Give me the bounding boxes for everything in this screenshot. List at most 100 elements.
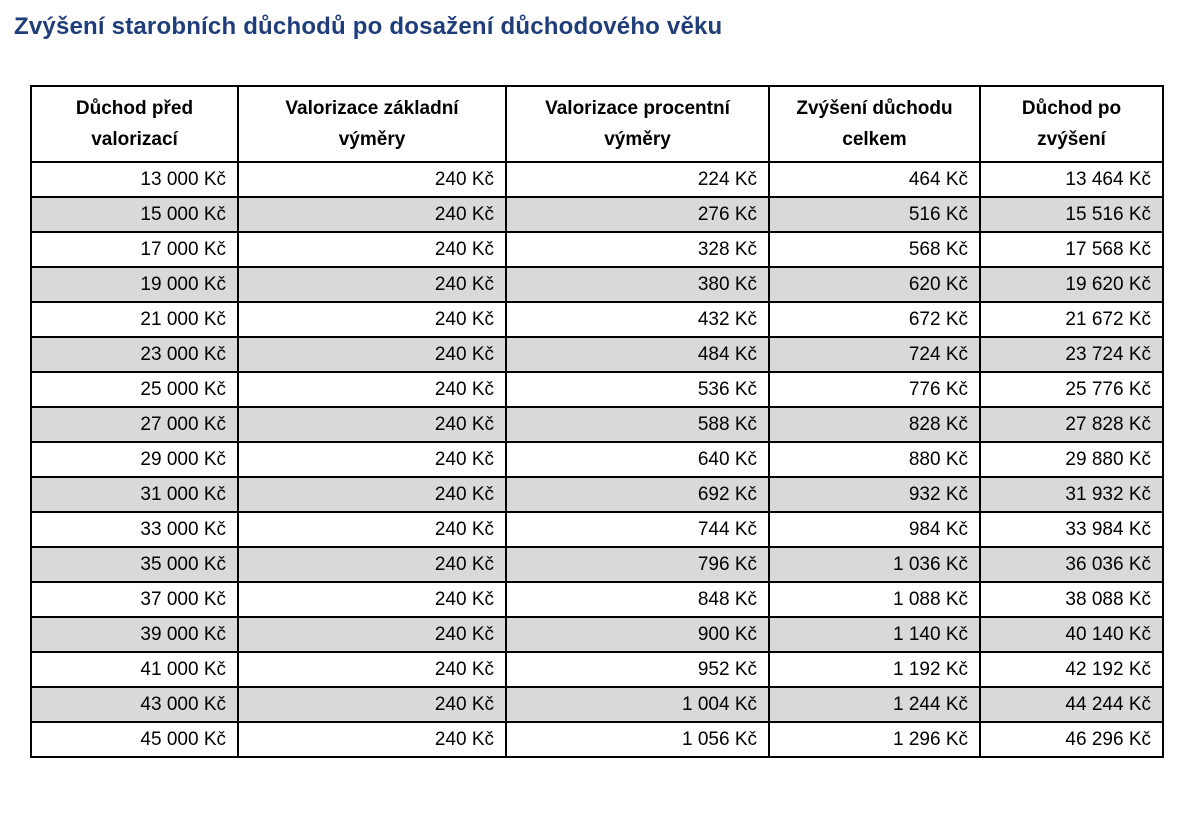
table-cell: 1 244 Kč [768, 686, 981, 723]
table-cell: 240 Kč [237, 161, 507, 198]
table-cell: 432 Kč [505, 301, 770, 338]
table-cell: 952 Kč [505, 651, 770, 688]
table-cell: 240 Kč [237, 511, 507, 548]
pension-valorization-table: Důchod před valorizací Valorizace základ… [30, 85, 1164, 758]
table-cell: 41 000 Kč [30, 651, 239, 688]
column-header-pension-after: Důchod po zvýšení [979, 85, 1164, 163]
table-cell: 240 Kč [237, 476, 507, 513]
table-cell: 37 000 Kč [30, 581, 239, 618]
table-cell: 932 Kč [768, 476, 981, 513]
table-cell: 44 244 Kč [979, 686, 1164, 723]
table-cell: 27 828 Kč [979, 406, 1164, 443]
table-row: 23 000 Kč 240 Kč 484 Kč 724 Kč 23 724 Kč [30, 336, 1164, 373]
table-cell: 19 000 Kč [30, 266, 239, 303]
table-cell: 880 Kč [768, 441, 981, 478]
table-cell: 15 000 Kč [30, 196, 239, 233]
table-cell: 1 036 Kč [768, 546, 981, 583]
table-cell: 25 776 Kč [979, 371, 1164, 408]
table-cell: 240 Kč [237, 686, 507, 723]
table-header-row: Důchod před valorizací Valorizace základ… [30, 85, 1164, 163]
table-row: 43 000 Kč 240 Kč 1 004 Kč 1 244 Kč 44 244 Kč [30, 686, 1164, 723]
table-cell: 43 000 Kč [30, 686, 239, 723]
page-title: Zvýšení starobních důchodů po dosažení d… [14, 13, 723, 40]
column-header-percent-valorization: Valorizace procentní výměry [505, 85, 770, 163]
table-cell: 240 Kč [237, 231, 507, 268]
table-cell: 536 Kč [505, 371, 770, 408]
table-cell: 1 140 Kč [768, 616, 981, 653]
table-row: 27 000 Kč 240 Kč 588 Kč 828 Kč 27 828 Kč [30, 406, 1164, 443]
table-cell: 35 000 Kč [30, 546, 239, 583]
table-row: 37 000 Kč 240 Kč 848 Kč 1 088 Kč 38 088 Kč [30, 581, 1164, 618]
table-row: 25 000 Kč 240 Kč 536 Kč 776 Kč 25 776 Kč [30, 371, 1164, 408]
table-cell: 900 Kč [505, 616, 770, 653]
table-row: 41 000 Kč 240 Kč 952 Kč 1 192 Kč 42 192 Kč [30, 651, 1164, 688]
table-cell: 45 000 Kč [30, 721, 239, 758]
table-cell: 42 192 Kč [979, 651, 1164, 688]
table-cell: 240 Kč [237, 266, 507, 303]
table-cell: 640 Kč [505, 441, 770, 478]
table-cell: 776 Kč [768, 371, 981, 408]
table-row: 39 000 Kč 240 Kč 900 Kč 1 140 Kč 40 140 Kč [30, 616, 1164, 653]
table-cell: 240 Kč [237, 651, 507, 688]
table-cell: 224 Kč [505, 161, 770, 198]
table-cell: 33 984 Kč [979, 511, 1164, 548]
table-cell: 724 Kč [768, 336, 981, 373]
table-row: 45 000 Kč 240 Kč 1 056 Kč 1 296 Kč 46 296 Kč [30, 721, 1164, 758]
table-cell: 464 Kč [768, 161, 981, 198]
table-cell: 23 000 Kč [30, 336, 239, 373]
table-cell: 240 Kč [237, 546, 507, 583]
table-cell: 25 000 Kč [30, 371, 239, 408]
table-cell: 21 672 Kč [979, 301, 1164, 338]
table-cell: 29 000 Kč [30, 441, 239, 478]
table-cell: 1 296 Kč [768, 721, 981, 758]
table-cell: 38 088 Kč [979, 581, 1164, 618]
table-cell: 240 Kč [237, 301, 507, 338]
table-cell: 17 568 Kč [979, 231, 1164, 268]
table-cell: 984 Kč [768, 511, 981, 548]
table-cell: 240 Kč [237, 336, 507, 373]
table-cell: 33 000 Kč [30, 511, 239, 548]
column-header-pension-before: Důchod před valorizací [30, 85, 239, 163]
table-cell: 276 Kč [505, 196, 770, 233]
table-cell: 240 Kč [237, 371, 507, 408]
table-cell: 39 000 Kč [30, 616, 239, 653]
table-cell: 31 000 Kč [30, 476, 239, 513]
table-cell: 19 620 Kč [979, 266, 1164, 303]
table-cell: 1 056 Kč [505, 721, 770, 758]
table-row: 19 000 Kč 240 Kč 380 Kč 620 Kč 19 620 Kč [30, 266, 1164, 303]
table-cell: 588 Kč [505, 406, 770, 443]
table-cell: 46 296 Kč [979, 721, 1164, 758]
table-cell: 29 880 Kč [979, 441, 1164, 478]
column-header-base-valorization: Valorizace základní výměry [237, 85, 507, 163]
table-cell: 31 932 Kč [979, 476, 1164, 513]
table-row: 33 000 Kč 240 Kč 744 Kč 984 Kč 33 984 Kč [30, 511, 1164, 548]
column-header-total-increase: Zvýšení důchodu celkem [768, 85, 981, 163]
table-row: 29 000 Kč 240 Kč 640 Kč 880 Kč 29 880 Kč [30, 441, 1164, 478]
table-cell: 240 Kč [237, 441, 507, 478]
table-cell: 672 Kč [768, 301, 981, 338]
table-row: 13 000 Kč 240 Kč 224 Kč 464 Kč 13 464 Kč [30, 161, 1164, 198]
table-cell: 36 036 Kč [979, 546, 1164, 583]
table-cell: 240 Kč [237, 721, 507, 758]
table-row: 21 000 Kč 240 Kč 432 Kč 672 Kč 21 672 Kč [30, 301, 1164, 338]
table-cell: 15 516 Kč [979, 196, 1164, 233]
table-cell: 796 Kč [505, 546, 770, 583]
table-cell: 328 Kč [505, 231, 770, 268]
table-cell: 744 Kč [505, 511, 770, 548]
table-cell: 620 Kč [768, 266, 981, 303]
table-cell: 21 000 Kč [30, 301, 239, 338]
table-row: 35 000 Kč 240 Kč 796 Kč 1 036 Kč 36 036 Kč [30, 546, 1164, 583]
table-cell: 1 088 Kč [768, 581, 981, 618]
table-cell: 13 464 Kč [979, 161, 1164, 198]
table-cell: 1 004 Kč [505, 686, 770, 723]
table-row: 17 000 Kč 240 Kč 328 Kč 568 Kč 17 568 Kč [30, 231, 1164, 268]
table-cell: 23 724 Kč [979, 336, 1164, 373]
table-cell: 380 Kč [505, 266, 770, 303]
table-cell: 240 Kč [237, 196, 507, 233]
table-cell: 240 Kč [237, 616, 507, 653]
table-cell: 13 000 Kč [30, 161, 239, 198]
table-row: 31 000 Kč 240 Kč 692 Kč 932 Kč 31 932 Kč [30, 476, 1164, 513]
table-cell: 516 Kč [768, 196, 981, 233]
table-cell: 240 Kč [237, 406, 507, 443]
table-cell: 17 000 Kč [30, 231, 239, 268]
